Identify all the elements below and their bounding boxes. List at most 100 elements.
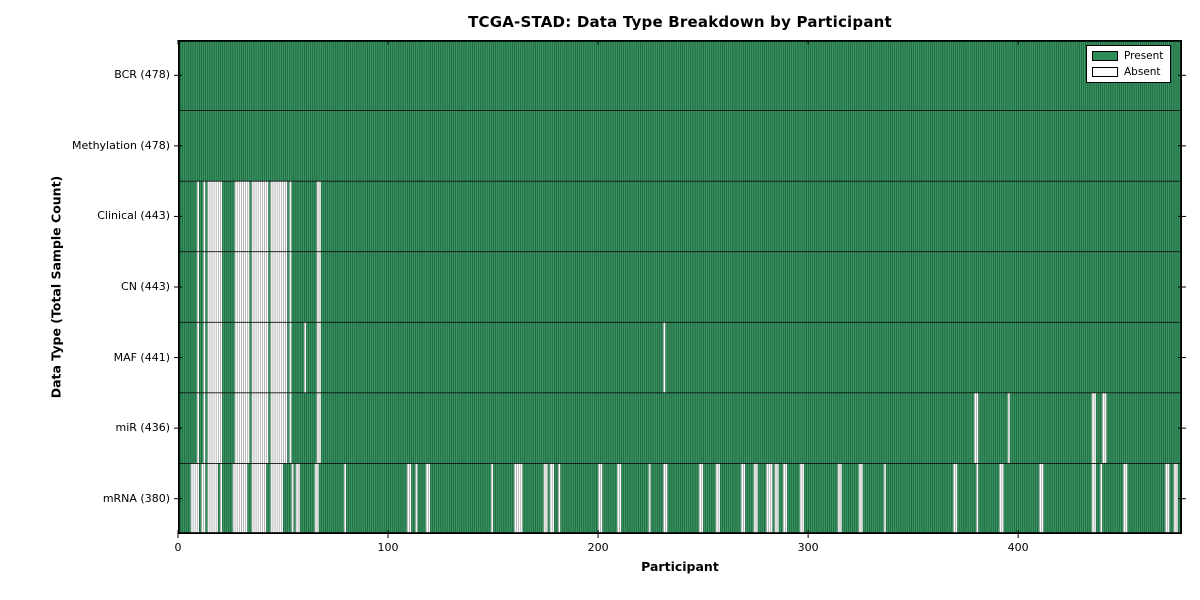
absent-run	[270, 181, 288, 252]
legend-item-present: Present	[1092, 50, 1163, 62]
absent-run	[289, 392, 292, 464]
absent-run	[196, 322, 200, 393]
absent-run	[316, 181, 321, 252]
absent-run	[616, 463, 622, 534]
absent-run	[316, 392, 321, 464]
absent-run	[974, 392, 979, 464]
row-Clinical	[178, 181, 1182, 252]
absent-run	[232, 463, 248, 534]
absent-run	[425, 463, 431, 534]
absent-run	[203, 181, 206, 252]
absent-run	[207, 463, 218, 534]
absent-run	[289, 322, 292, 393]
absent-run	[406, 463, 412, 534]
absent-run	[289, 181, 292, 252]
absent-run	[251, 251, 269, 323]
row-Methylation	[178, 110, 1182, 182]
absent-run	[251, 463, 267, 534]
absent-run	[234, 181, 250, 252]
absent-run	[207, 181, 223, 252]
absent-run	[1100, 463, 1103, 534]
absent-run	[490, 463, 494, 534]
absent-run	[251, 392, 269, 464]
absent-run	[234, 392, 250, 464]
absent-run	[201, 463, 206, 534]
x-tick-label: 100	[377, 541, 399, 554]
absent-run	[196, 251, 200, 323]
row-CN	[178, 251, 1182, 323]
x-axis-title: Participant	[641, 559, 719, 574]
y-tick-label-Clinical: Clinical (443)	[97, 209, 170, 223]
absent-run	[190, 463, 200, 534]
x-tick-label: 400	[1007, 541, 1029, 554]
absent-run	[799, 463, 804, 534]
absent-run	[270, 463, 284, 534]
absent-run	[558, 463, 561, 534]
absent-run	[289, 251, 292, 323]
absent-run	[549, 463, 554, 534]
row-MAF	[178, 322, 1182, 393]
absent-run	[270, 392, 288, 464]
absent-run	[196, 181, 200, 252]
legend-label-present: Present	[1124, 50, 1164, 62]
x-tick-label: 200	[587, 541, 609, 554]
absent-run	[858, 463, 863, 534]
absent-run	[1102, 392, 1107, 464]
absent-run	[203, 392, 206, 464]
x-tick-label: 300	[797, 541, 819, 554]
absent-run	[543, 463, 548, 534]
y-tick-label-MAF: MAF (441)	[113, 350, 170, 364]
x-tick-label: 0	[174, 541, 182, 554]
absent-run	[291, 463, 294, 534]
absent-run	[514, 463, 523, 534]
absent-run	[663, 463, 668, 534]
absent-run	[999, 463, 1004, 534]
absent-run	[415, 463, 418, 534]
absent-run	[1039, 463, 1044, 534]
absent-run	[343, 463, 347, 534]
y-tick-label-mRNA: mRNA (380)	[102, 491, 170, 505]
absent-run	[314, 463, 319, 534]
chart-title: TCGA-STAD: Data Type Breakdown by Partic…	[468, 13, 892, 31]
y-tick-label-CN: CN (443)	[121, 280, 170, 293]
absent-run	[740, 463, 746, 534]
y-tick-label-Methylation: Methylation (478)	[72, 138, 170, 152]
absent-run	[251, 181, 269, 252]
absent-run	[270, 322, 288, 393]
absent-run	[1173, 463, 1178, 534]
row-miR	[178, 392, 1182, 464]
absent-run	[782, 463, 788, 534]
absent-run	[1165, 463, 1170, 534]
row-BCR	[178, 40, 1182, 111]
absent-run	[207, 322, 223, 393]
absent-run	[598, 463, 603, 534]
y-tick-label-miR: miR (436)	[115, 421, 171, 435]
absent-run	[976, 463, 979, 534]
absent-run	[295, 463, 300, 534]
absent-run	[648, 463, 651, 534]
absent-run	[753, 463, 758, 534]
absent-run	[220, 463, 223, 534]
absent-run	[953, 463, 958, 534]
plot-area	[174, 39, 1186, 538]
absent-run	[207, 392, 223, 464]
absent-run	[316, 251, 321, 323]
absent-run	[251, 322, 269, 393]
absent-run	[196, 392, 200, 464]
plot-frame	[177, 39, 1183, 535]
legend: Present Absent	[1086, 45, 1172, 83]
row-mRNA	[178, 463, 1182, 534]
absent-run	[234, 251, 250, 323]
absent-run	[316, 322, 321, 393]
absent-run	[203, 322, 206, 393]
absent-run	[207, 251, 223, 323]
absent-run	[234, 322, 250, 393]
absent-run	[774, 463, 779, 534]
absent-run	[1007, 392, 1010, 464]
absent-swatch	[1092, 67, 1118, 77]
absent-run	[304, 322, 307, 393]
present-swatch	[1092, 51, 1118, 61]
absent-run	[1091, 392, 1096, 464]
presence-matrix	[174, 39, 1186, 538]
